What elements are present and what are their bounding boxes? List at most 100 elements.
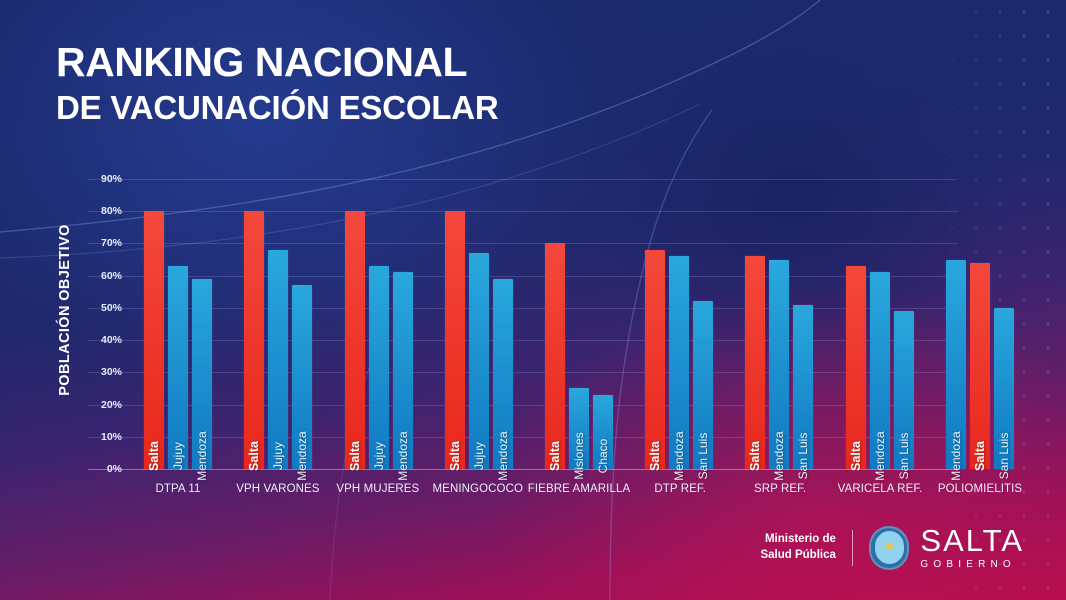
gridline [88, 469, 958, 470]
x-category-label: FIEBRE AMARILLA [527, 483, 631, 495]
y-tick-label: 50% [100, 301, 122, 314]
bar-group: Salta Jujuy Mendoza [328, 179, 428, 481]
page-title: RANKING NACIONAL [56, 39, 468, 85]
x-category-label: MENINGOCOCO [432, 483, 524, 495]
bar[interactable]: San Luis [893, 311, 914, 479]
y-tick-label: 40% [100, 334, 122, 347]
bar[interactable]: San Luis [693, 301, 714, 479]
brand-name: SALTA [920, 523, 1024, 558]
bar-label: Mendoza [872, 431, 887, 481]
bar-group: Salta Misiones Chaco [529, 179, 629, 480]
bar[interactable]: San Luis [993, 307, 1014, 479]
gridline [88, 307, 958, 309]
bar-label: Salta [147, 441, 162, 471]
bar-label: Salta [447, 441, 462, 471]
bar-label: Jujuy [371, 441, 386, 471]
salta-gobierno-logo: ✷ SALTA GOBIERNO [869, 525, 1024, 570]
bar-group: Salta Jujuy Mendoza [128, 179, 228, 481]
y-tick-label: 60% [100, 269, 122, 282]
bar-label: Chaco [595, 438, 610, 474]
x-category-label: VPH VARONES [236, 483, 320, 495]
bar[interactable]: Salta [344, 211, 365, 471]
bar-label: Mendoza [195, 431, 210, 481]
x-category-label: POLIOMIELITIS [937, 483, 1023, 495]
bar-label: San Luis [896, 432, 911, 480]
gridline [88, 340, 958, 342]
bar-group: Salta Mendoza San Luis [830, 179, 930, 481]
bar-label: Mendoza [672, 431, 687, 481]
bar[interactable]: Mendoza [292, 285, 313, 481]
gridline [88, 436, 958, 438]
bar[interactable]: Mendoza [392, 272, 413, 481]
x-category-label: DTP REF. [654, 483, 707, 495]
ministry-label: Ministerio de Salud Pública [760, 532, 835, 563]
y-axis-ticks: 90% 80% 70% 60% 50% 40% 30% 20% 10% 0% [88, 173, 958, 475]
gridline [88, 372, 958, 374]
y-tick-label: 10% [100, 430, 122, 443]
bar[interactable]: Salta [544, 243, 565, 471]
chart: POBLACIÓN OBJETIVO 90% 80% 70% 60% 50% 40% 30%… [0, 165, 1066, 495]
bar[interactable]: Jujuy [268, 249, 289, 471]
brand-subtitle: GOBIERNO [920, 559, 1016, 570]
salta-sun-shield-icon: ✷ [869, 525, 910, 570]
bar[interactable]: Mendoza [769, 259, 790, 481]
y-tick-label: 30% [100, 366, 122, 379]
bar[interactable]: Jujuy [168, 266, 189, 471]
bar[interactable]: Salta [645, 249, 666, 471]
bar-group: Salta Mendoza San Luis [729, 179, 829, 481]
bar-label: San Luis [696, 432, 711, 480]
bar-group: Mendoza Salta San Luis [930, 179, 1030, 481]
y-tick-label: 70% [100, 237, 122, 250]
bar[interactable]: Mendoza [669, 256, 690, 481]
bar-label: Jujuy [471, 441, 486, 471]
y-tick-label: 90% [100, 173, 122, 185]
bar[interactable]: Salta [969, 262, 990, 471]
x-category-label: DTPA 11 [155, 483, 201, 495]
bar-label: Salta [648, 441, 663, 471]
bar[interactable]: Salta [845, 266, 866, 471]
shield-inner: ✷ [874, 531, 904, 564]
bar-label: Mendoza [395, 431, 410, 481]
y-axis-title-text: POBLACIÓN OBJETIVO [57, 224, 73, 396]
bar[interactable]: Chaco [592, 394, 613, 473]
bar-label: Salta [972, 441, 987, 471]
y-tick-label: 20% [100, 398, 122, 411]
footer: Ministerio de Salud Pública ✷ SALTA GOBI… [760, 525, 1024, 570]
bar-label: Jujuy [271, 441, 286, 471]
x-axis-categories: DTPA 11 VPH VARONES VPH MUJERES MENINGOCOCO… [128, 483, 1030, 495]
bar-label: San Luis [996, 432, 1011, 480]
bar[interactable]: Salta [244, 211, 265, 471]
y-axis-title: POBLACIÓN OBJETIVO [52, 165, 78, 455]
x-category-label: VPH MUJERES [336, 483, 420, 495]
bar-label: Mendoza [495, 431, 510, 481]
bar[interactable]: Mendoza [492, 278, 513, 481]
bar[interactable]: Misiones [568, 388, 589, 480]
x-category-label: SRP REF. [753, 483, 807, 495]
bar[interactable]: Salta [745, 256, 766, 471]
sun-star-icon: ✷ [882, 538, 897, 556]
x-category-label: VARICELA REF. [837, 483, 923, 495]
bar[interactable]: Mendoza [192, 278, 213, 481]
ministry-line-2: Salud Pública [760, 548, 836, 561]
bar-label: Jujuy [171, 441, 186, 471]
bar[interactable]: Salta [144, 211, 165, 471]
y-tick-label: 80% [100, 205, 122, 218]
bar[interactable]: San Luis [793, 304, 814, 479]
gridline [88, 179, 958, 180]
bar[interactable]: Mendoza [869, 272, 890, 481]
bar-label: Salta [347, 441, 362, 471]
bar[interactable]: Salta [444, 211, 465, 471]
bar-label: Mendoza [772, 431, 787, 481]
footer-divider [851, 529, 854, 566]
brand-text: SALTA GOBIERNO [920, 525, 1024, 570]
bar[interactable]: Mendoza [945, 259, 966, 481]
bar-label: Salta [748, 441, 763, 471]
bar-label: Salta [247, 441, 262, 471]
bar-groups: Salta Jujuy Mendoza Salta Jujuy Mendoza Salta J… [128, 179, 1030, 481]
gridline [88, 275, 958, 277]
bar-label: San Luis [796, 432, 811, 480]
gridline [88, 404, 958, 406]
bar[interactable]: Jujuy [468, 253, 489, 471]
bar[interactable]: Jujuy [368, 266, 389, 471]
